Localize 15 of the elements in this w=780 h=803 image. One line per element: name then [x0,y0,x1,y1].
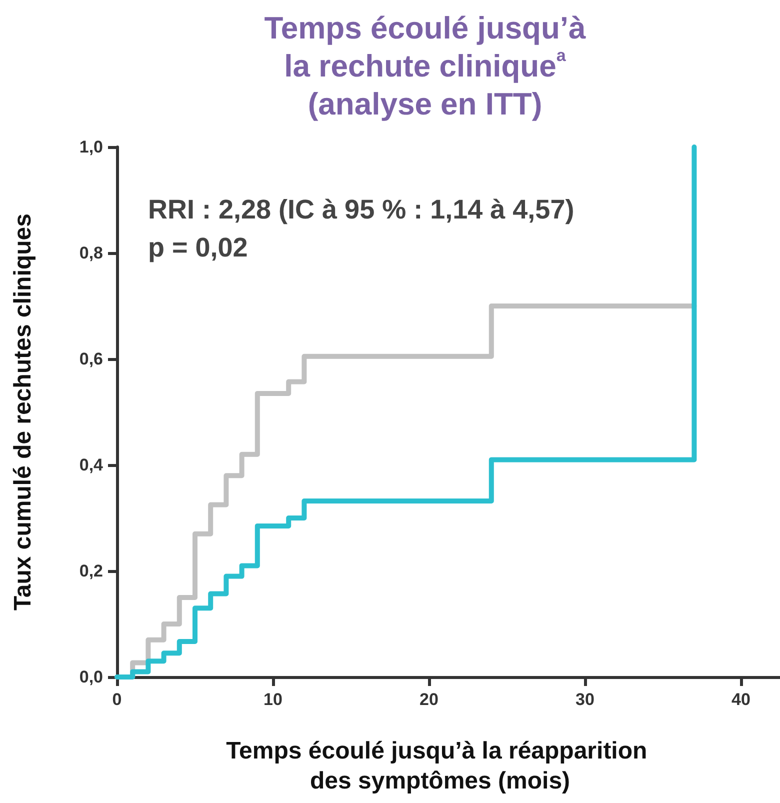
y-axis-title: Taux cumulé de rechutes cliniques [10,213,36,611]
x-tick-label: 20 [420,690,438,709]
y-tick-label: 1,0 [79,138,103,156]
x-axis-title: Temps écoulé jusqu’à la réapparition des symptômes (mois) [226,738,654,794]
x-tick-label: 30 [576,690,594,709]
x-tick-label: 10 [264,690,282,709]
y-tick-label: 0,6 [79,350,103,368]
y-tick-label: 0,2 [79,562,103,580]
y-tick-label: 0,0 [79,668,103,686]
x-tick-label: 0 [112,690,122,709]
annotation: RRI : 2,28 (IC à 95 % : 1,14 à 4,57) [148,194,574,224]
annotation: p = 0,02 [148,232,248,262]
x-tick-label: 40 [732,690,750,709]
y-tick-label: 0,4 [79,456,104,474]
y-tick-label: 0,8 [79,244,103,262]
